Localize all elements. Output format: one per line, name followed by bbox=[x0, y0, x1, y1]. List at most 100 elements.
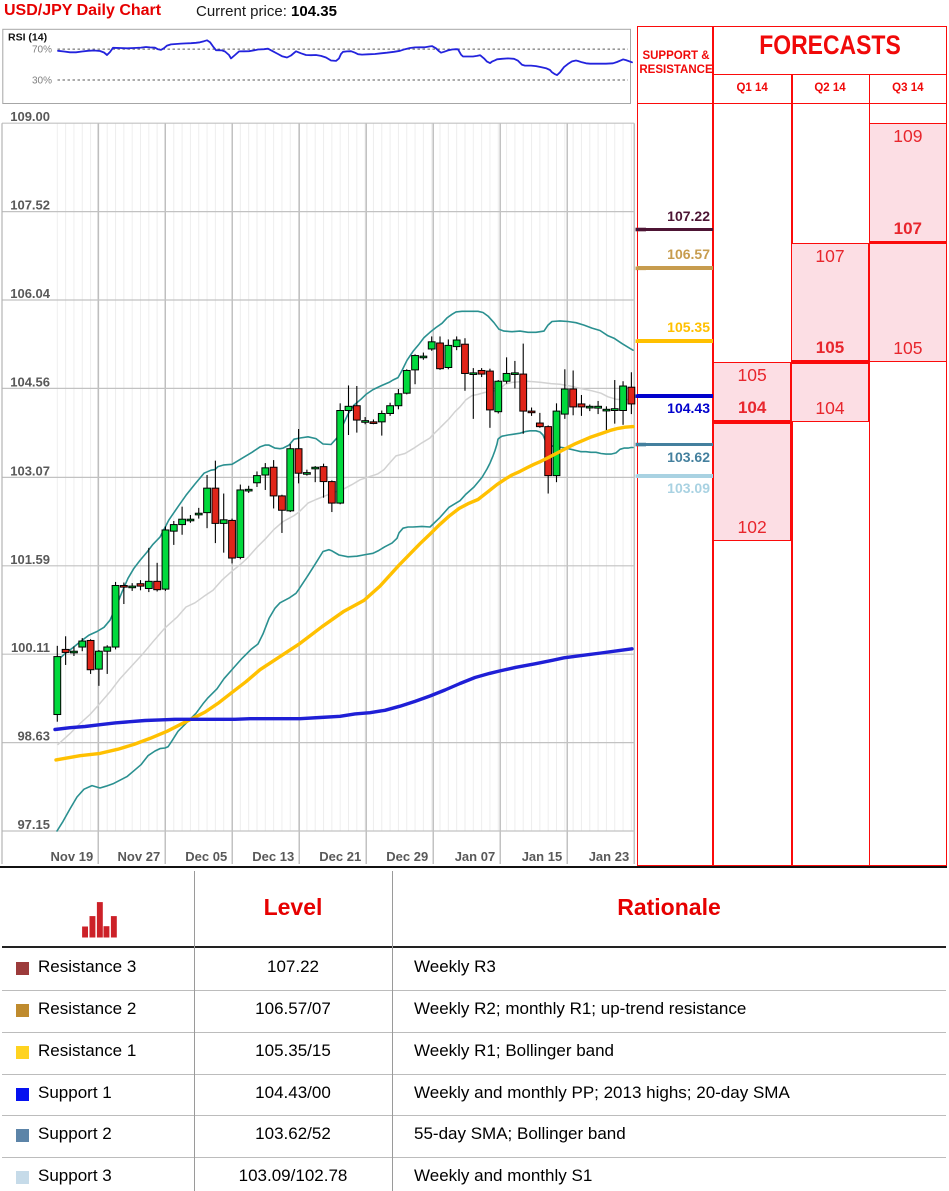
level-name: Resistance 3 bbox=[38, 957, 137, 976]
candle bbox=[61, 636, 70, 665]
candle-body bbox=[119, 585, 128, 588]
candle-body bbox=[436, 342, 444, 370]
level-color-square bbox=[16, 1087, 29, 1101]
candle bbox=[186, 515, 195, 523]
rsi-panel: RSI (14)70% 30% bbox=[2, 28, 633, 104]
level-value: 104.43/00 bbox=[255, 1082, 331, 1102]
bollinger-lower-line bbox=[56, 429, 634, 832]
candle bbox=[427, 336, 436, 351]
sr-label-103.62: 103.62 bbox=[667, 448, 710, 465]
forecast-quarter-label: Q3 14 bbox=[892, 82, 924, 94]
sma-20-line bbox=[57, 380, 634, 746]
bar-chart-icon-bar bbox=[82, 926, 88, 938]
x-axis-label: Nov 27 bbox=[118, 849, 161, 864]
candle bbox=[627, 372, 636, 415]
level-rationale: 55-day SMA; Bollinger band bbox=[414, 1124, 626, 1143]
rsi-label: RSI (14) bbox=[8, 32, 47, 44]
candle-body bbox=[411, 355, 419, 371]
forecast-central-line-Q3 14 bbox=[868, 240, 947, 245]
y-axis-label: 107.52 bbox=[10, 198, 50, 213]
candle-body bbox=[577, 403, 586, 408]
x-axis-label: Dec 21 bbox=[319, 849, 361, 864]
candle bbox=[486, 368, 494, 428]
candle bbox=[402, 369, 411, 395]
candle-body bbox=[153, 580, 162, 591]
level-rationale: Weekly R1; Bollinger band bbox=[414, 1041, 615, 1060]
candle bbox=[178, 506, 186, 535]
sr-label-104.43: 104.43 bbox=[667, 400, 710, 417]
candle-body bbox=[402, 369, 411, 394]
sr-line-106.57 bbox=[637, 266, 713, 271]
candle bbox=[153, 562, 162, 592]
forecast-central-Q3 14: 107 bbox=[893, 218, 923, 238]
candle bbox=[585, 404, 594, 412]
candle bbox=[161, 526, 170, 591]
candle-body bbox=[469, 372, 478, 375]
level-value: 103.09/102.78 bbox=[238, 1165, 348, 1185]
candle bbox=[535, 412, 544, 428]
candle-body bbox=[494, 380, 503, 413]
candle bbox=[569, 370, 578, 416]
candle-body bbox=[211, 487, 220, 524]
forecast-central-line-Q1 14 bbox=[713, 420, 792, 424]
candle-body bbox=[111, 585, 120, 648]
candle-body bbox=[219, 519, 228, 524]
level-rationale: Weekly R3 bbox=[414, 957, 496, 976]
candle-body bbox=[186, 518, 195, 522]
candle-body bbox=[244, 488, 253, 492]
y-axis-label: 100.11 bbox=[11, 640, 50, 655]
forecast-high-Q3 14: 109 bbox=[893, 126, 923, 147]
candle-body bbox=[161, 529, 170, 590]
forecast-central-Q1 14: 104 bbox=[737, 397, 767, 417]
candle bbox=[327, 480, 336, 513]
y-axis-label: 103.07 bbox=[10, 463, 50, 478]
candle bbox=[236, 484, 245, 560]
candle-body bbox=[461, 343, 469, 374]
rsi-panel-border bbox=[2, 28, 632, 104]
forecast-low-Q2 14: 104 bbox=[815, 397, 845, 418]
sr-label-103.09: 103.09 bbox=[667, 480, 710, 497]
candle bbox=[436, 336, 444, 370]
table-row-resistance-1: Resistance 1 105.35/15 Weekly R1; Bollinge… bbox=[0, 1032, 949, 1074]
candle bbox=[278, 494, 286, 533]
sr-label-106.57: 106.57 bbox=[667, 246, 710, 263]
current-price-value: 104.35 bbox=[291, 3, 337, 20]
level-value: 105.35/15 bbox=[255, 1041, 331, 1060]
sma-200-line bbox=[53, 647, 634, 732]
level-rationale: Weekly and monthly PP; 2013 highs; 20-da… bbox=[414, 1082, 790, 1102]
y-axis-label: 97.15 bbox=[17, 817, 50, 832]
candle bbox=[53, 645, 62, 722]
candle bbox=[169, 521, 178, 545]
candle bbox=[594, 400, 603, 415]
candle-body bbox=[560, 388, 569, 415]
table-row-divider bbox=[2, 1073, 946, 1075]
candle bbox=[119, 582, 128, 605]
candle bbox=[394, 388, 403, 410]
page-title: USD/JPY Daily Chart bbox=[4, 2, 162, 19]
candle-body bbox=[319, 466, 328, 483]
forecast-central-Q2 14: 105 bbox=[815, 338, 845, 358]
candle bbox=[95, 650, 103, 686]
candle bbox=[303, 469, 311, 476]
candle bbox=[560, 369, 569, 419]
table-column-divider bbox=[194, 871, 195, 1191]
x-axis-label: Nov 19 bbox=[51, 849, 94, 864]
candle-body bbox=[452, 339, 461, 348]
candle-body bbox=[477, 369, 486, 375]
candle bbox=[136, 580, 145, 591]
panel-header-divider bbox=[637, 102, 947, 105]
table-row-resistance-3: Resistance 3 107.22 Weekly R3 bbox=[0, 948, 949, 990]
candle bbox=[78, 638, 87, 652]
candle-body bbox=[344, 405, 353, 412]
level-name: Support 1 bbox=[38, 1082, 112, 1102]
candle bbox=[219, 493, 228, 553]
candle bbox=[86, 639, 95, 674]
candle bbox=[261, 463, 270, 490]
candle-body bbox=[303, 472, 311, 475]
bar-chart-icon-bar bbox=[110, 916, 117, 938]
candle bbox=[461, 338, 469, 391]
candle-body bbox=[361, 420, 370, 423]
level-name: Resistance 2 bbox=[38, 999, 137, 1018]
rsi-line bbox=[57, 39, 633, 76]
candle bbox=[203, 475, 211, 529]
